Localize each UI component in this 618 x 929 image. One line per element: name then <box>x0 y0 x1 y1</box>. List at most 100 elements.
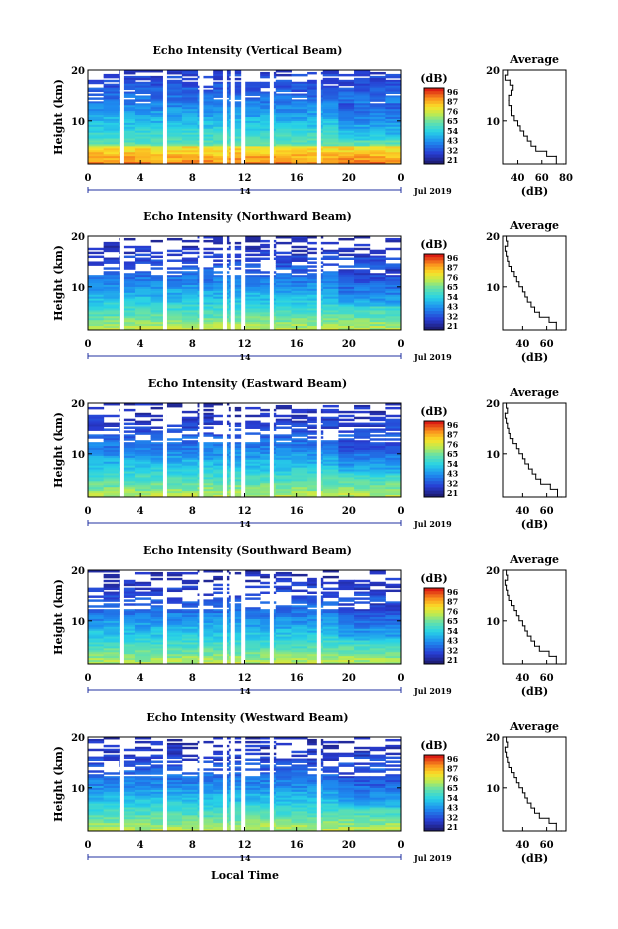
heatmap-cell <box>291 819 308 822</box>
heatmap-cell <box>369 412 386 416</box>
heatmap-cell <box>291 302 308 306</box>
heatmap-cell <box>275 467 292 471</box>
data-gap <box>316 70 321 164</box>
heatmap-cell <box>88 442 105 445</box>
heatmap-cell <box>88 436 105 439</box>
heatmap-cell <box>244 475 261 478</box>
heatmap-cell <box>385 471 402 474</box>
heatmap-cell <box>134 103 152 106</box>
heatmap-cell <box>244 634 261 638</box>
heatmap-cell <box>197 611 214 614</box>
heatmap-cell <box>166 487 183 490</box>
heatmap-cell <box>197 142 214 145</box>
data-gap <box>222 70 227 164</box>
heatmap-cell <box>134 656 152 659</box>
heatmap-cell <box>88 780 105 783</box>
heatmap-cell <box>244 469 261 473</box>
heatmap-cell <box>103 450 120 453</box>
heatmap-cell <box>354 450 371 453</box>
profile-point <box>507 240 509 242</box>
profile-point <box>519 125 521 127</box>
heatmap-cell <box>103 451 120 455</box>
heatmap-cell <box>88 776 105 779</box>
heatmap-cell <box>103 453 120 457</box>
heatmap-cell <box>150 283 167 286</box>
heatmap-cell <box>181 477 199 480</box>
profile-point <box>530 140 532 142</box>
heatmap-cell <box>166 314 183 317</box>
heatmap-cell <box>88 122 105 126</box>
heatmap-cell <box>354 483 371 486</box>
heatmap-cell <box>275 146 292 149</box>
heatmap-cell <box>166 152 183 155</box>
heatmap-cell <box>385 136 402 140</box>
heatmap-cell <box>228 801 245 805</box>
heatmap-cell <box>88 118 105 122</box>
colorbar-tick-label: 43 <box>447 803 459 813</box>
heatmap-cell <box>354 762 371 765</box>
heatmap-cell <box>307 304 324 307</box>
heatmap-cell <box>119 128 136 132</box>
heatmap-cell <box>197 479 214 482</box>
heatmap-cell <box>307 789 324 793</box>
date-month-label: Jul 2019 <box>413 186 452 196</box>
heatmap-cell <box>369 444 386 447</box>
heatmap-cell <box>338 326 355 329</box>
heatmap-cell <box>260 318 277 321</box>
profile-point <box>562 163 565 165</box>
heatmap-cell <box>150 320 167 323</box>
heatmap-cell <box>197 628 214 632</box>
heatmap-cell <box>150 742 167 746</box>
heatmap-cell <box>260 412 277 416</box>
heatmap-cell <box>322 328 339 331</box>
heatmap-cell <box>88 434 105 437</box>
heatmap-cell <box>307 601 324 604</box>
heatmap-cell <box>244 160 261 163</box>
heatmap-cell <box>119 829 136 832</box>
heatmap-cell <box>291 597 308 600</box>
heatmap-cell <box>134 245 152 249</box>
heatmap-cell <box>260 83 277 87</box>
heatmap-cell <box>150 658 167 661</box>
heatmap-cell <box>150 646 167 649</box>
heatmap-cell <box>213 801 230 805</box>
heatmap-cell <box>197 446 214 449</box>
heatmap-cell <box>291 271 308 274</box>
heatmap-cell <box>244 740 261 744</box>
heatmap-cell <box>213 107 230 110</box>
heatmap-cell <box>103 249 120 253</box>
heatmap-cell <box>291 583 308 587</box>
heatmap-cell <box>291 136 308 140</box>
heatmap-cell <box>228 156 245 159</box>
heatmap-cell <box>291 803 308 807</box>
heatmap-cell <box>244 607 261 610</box>
heatmap-cell <box>369 459 386 463</box>
heatmap-cell <box>369 823 386 826</box>
heatmap-cell <box>260 829 277 832</box>
heatmap-cell <box>119 288 136 292</box>
heatmap-cell <box>244 477 261 480</box>
heatmap-cell <box>213 605 230 608</box>
colorbar-tick-label: 65 <box>447 116 458 126</box>
heatmap-cell <box>291 430 308 433</box>
heatmap-cell <box>88 148 105 151</box>
heatmap-cell <box>354 819 371 822</box>
heatmap-cell <box>307 83 324 87</box>
heatmap-cell <box>181 479 199 482</box>
heatmap-cell <box>134 597 152 600</box>
heatmap-cell <box>307 750 324 754</box>
heatmap-cell <box>322 453 339 457</box>
heatmap-cell <box>228 414 245 418</box>
heatmap-cell <box>181 434 199 437</box>
heatmap-cell <box>338 113 355 116</box>
heatmap-cell <box>338 772 355 775</box>
heatmap-cell <box>385 793 402 797</box>
heatmap-cell <box>354 288 371 292</box>
heatmap-cell <box>275 475 292 478</box>
heatmap-cell <box>88 821 105 824</box>
heatmap-cell <box>385 752 402 756</box>
heatmap-cell <box>228 636 245 640</box>
x-tick-label: 8 <box>189 840 196 851</box>
heatmap-cell <box>213 473 230 476</box>
heatmap-cell <box>385 115 402 118</box>
